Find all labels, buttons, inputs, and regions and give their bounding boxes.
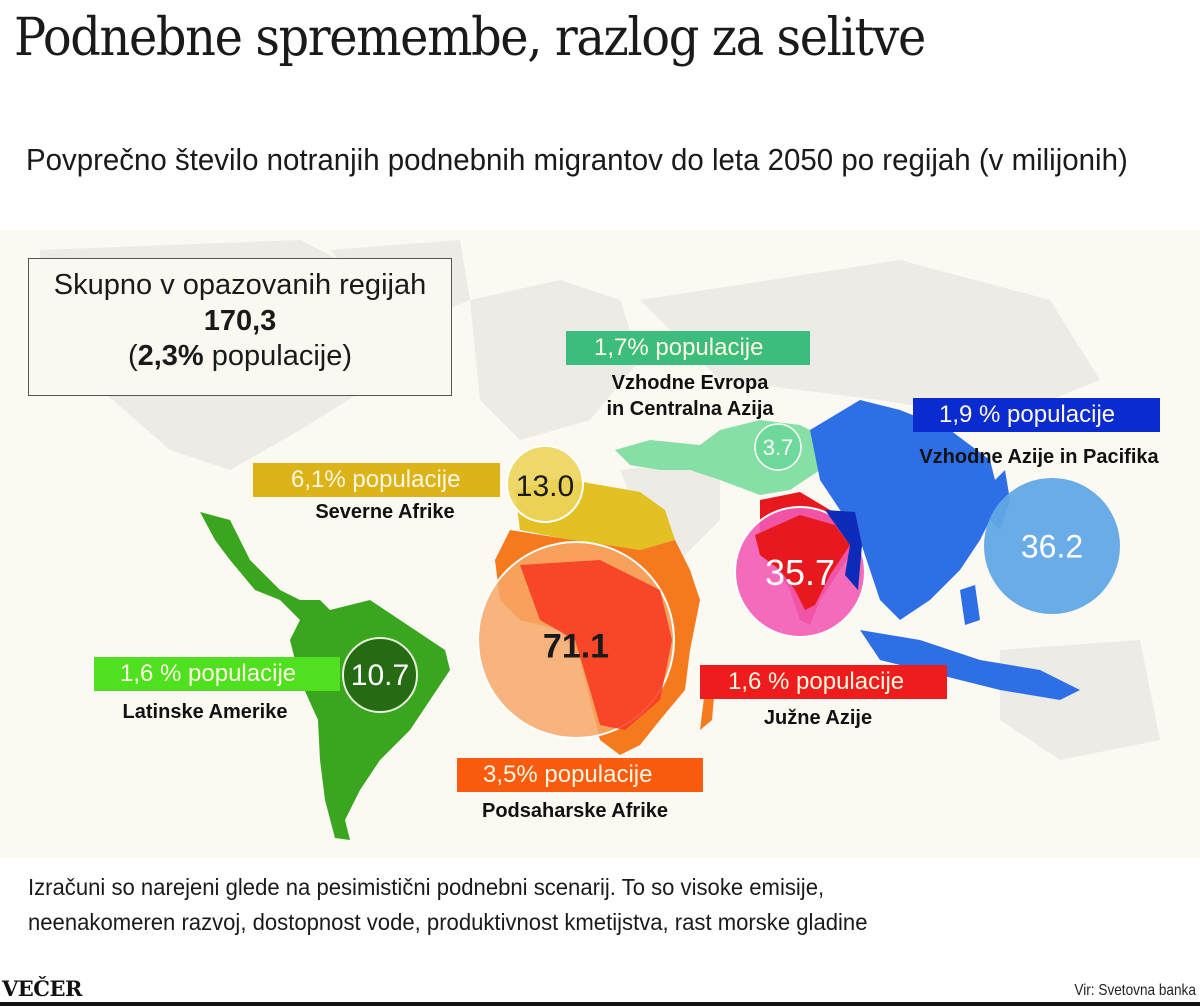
east-asia-land (810, 400, 1000, 620)
share-pill-sa: 1,6 % populacije (700, 665, 947, 699)
bubble-value-na: 13.0 (515, 470, 575, 503)
bubble-sa-india (755, 515, 850, 610)
bubble-lac (342, 637, 418, 713)
bubble-eeca (754, 423, 802, 471)
publisher-logo: VEČER (2, 976, 82, 1001)
total-summary-box: Skupno v opazovanih regijah 170,3 (2,3% … (28, 258, 452, 396)
total-share: (2,3% populacije) (127, 340, 353, 372)
total-value: 170,3 (203, 305, 277, 337)
region-name-na: Severne Afrike (315, 501, 455, 523)
bubble-eap (984, 478, 1120, 614)
bubble-value-sa: 35.7 (764, 552, 836, 593)
indonesia-land (860, 630, 1080, 700)
region-name-sa: Južne Azije (763, 707, 873, 729)
total-label: Skupno v opazovanih regijah (53, 269, 427, 301)
philippines-land (960, 585, 980, 625)
bubble-value-ssa: 71.1 (542, 627, 610, 666)
bubble-sa-bengal (825, 510, 862, 590)
region-name-eap: Vzhodne Azije in Pacifika (919, 446, 1159, 468)
share-pill-lac: 1,6 % populacije (94, 657, 340, 691)
region-name-ssa: Podsaharske Afrike (481, 800, 668, 822)
region-name-lac: Latinske Amerike (122, 701, 288, 723)
bubble-value-eeca: 3.7 (762, 435, 794, 460)
source-credit: Vir: Svetovna banka (1074, 982, 1196, 999)
share-pill-ssa: 3,5% populacije (457, 758, 703, 792)
methodology-note: Izračuni so narejeni glede na pesimistič… (28, 874, 868, 935)
share-pill-eap: 1,9 % populacije (913, 398, 1160, 432)
total-share-pct: 2,3% (137, 340, 204, 372)
page-title: Podnebne spremembe, razlog za selitve (14, 8, 926, 68)
region-name-eeca: Vzhodne Evropa in Centralna Azija (606, 372, 774, 420)
share-pill-eeca: 1,7% populacije (566, 331, 810, 365)
bubble-na (506, 445, 584, 523)
bubble-ssa-overlay (520, 560, 672, 730)
chart-subtitle: Povprečno število notranjih podnebnih mi… (26, 142, 1128, 177)
bubble-value-lac: 10.7 (350, 659, 410, 692)
share-pill-na: 6,1% populacije (253, 463, 500, 497)
bottom-divider (0, 1002, 1200, 1006)
bubble-value-eap: 36.2 (1020, 528, 1084, 565)
